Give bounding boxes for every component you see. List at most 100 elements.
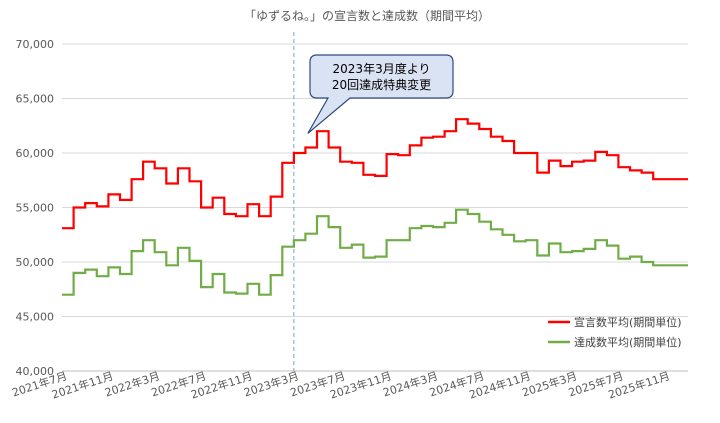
data-point-achievements	[159, 251, 162, 253]
data-point-achievements	[368, 256, 371, 259]
data-point-achievements	[287, 245, 289, 248]
data-point-declarations	[635, 169, 637, 172]
data-point-achievements	[171, 264, 173, 267]
data-point-declarations	[345, 160, 347, 163]
data-point-declarations	[565, 165, 568, 167]
legend-label-achievements: 達成数平均(期間単位)	[574, 335, 682, 349]
data-point-achievements	[194, 260, 197, 262]
data-point-declarations	[298, 152, 301, 154]
data-point-achievements	[333, 226, 336, 228]
data-point-declarations	[368, 174, 371, 176]
data-point-declarations	[136, 178, 139, 180]
data-point-achievements	[90, 268, 92, 271]
chart-title: 「ゆずるね。」の宣言数と達成数（期間平均）	[244, 8, 490, 23]
data-point-achievements	[484, 220, 486, 223]
data-point-achievements	[635, 255, 637, 258]
data-point-declarations	[681, 178, 684, 180]
data-point-achievements	[322, 215, 324, 218]
data-point-achievements	[356, 243, 359, 246]
data-point-declarations	[646, 171, 649, 174]
data-point-declarations	[66, 227, 69, 230]
y-tick-label: 65,000	[16, 93, 55, 106]
data-point-achievements	[124, 273, 127, 275]
data-point-declarations	[577, 160, 579, 163]
data-point-declarations	[333, 146, 336, 149]
annotation-text-line-1: 2023年3月度より	[333, 61, 431, 76]
series-line-declarations	[62, 118, 688, 230]
data-point-achievements	[78, 272, 81, 274]
y-axis-ticks: 40,000 45,000 50,000 55,000 60,000 65,000 70,0…	[16, 38, 55, 378]
data-point-declarations	[553, 159, 556, 162]
data-point-achievements	[646, 261, 649, 263]
data-point-achievements	[310, 232, 313, 235]
data-point-achievements	[519, 240, 521, 243]
data-point-declarations	[507, 140, 510, 142]
data-point-declarations	[623, 166, 626, 168]
annotation-callout	[307, 54, 454, 134]
data-point-achievements	[298, 239, 301, 241]
data-point-declarations	[113, 193, 115, 196]
data-point-declarations	[391, 153, 394, 155]
data-point-declarations	[287, 162, 289, 164]
data-point-achievements	[588, 248, 591, 250]
data-point-declarations	[379, 175, 382, 177]
data-point-declarations	[356, 162, 359, 164]
data-point-declarations	[182, 167, 185, 170]
data-point-achievements	[437, 226, 440, 228]
data-point-declarations	[194, 180, 197, 183]
data-point-declarations	[217, 196, 220, 199]
data-point-declarations	[322, 130, 324, 132]
data-point-achievements	[623, 257, 626, 260]
x-axis-ticks: 2021年7月2021年11月2022年3月2022年7月2022年11月202…	[10, 369, 671, 402]
data-point-achievements	[553, 242, 556, 245]
data-point-declarations	[240, 215, 243, 218]
y-tick-label: 40,000	[16, 365, 55, 378]
data-point-declarations	[414, 144, 417, 147]
data-point-achievements	[577, 250, 579, 252]
data-point-declarations	[472, 122, 475, 125]
data-point-achievements	[565, 251, 568, 253]
data-point-declarations	[101, 205, 104, 208]
data-point-declarations	[252, 203, 255, 206]
data-point-achievements	[669, 264, 672, 267]
data-point-achievements	[217, 273, 220, 275]
data-point-declarations	[519, 152, 521, 154]
data-point-achievements	[345, 247, 347, 249]
data-point-declarations	[495, 135, 498, 138]
data-point-declarations	[148, 160, 150, 163]
data-point-achievements	[275, 274, 278, 276]
data-point-achievements	[101, 275, 104, 277]
data-point-declarations	[275, 195, 278, 198]
data-point-declarations	[78, 206, 81, 209]
y-tick-label: 60,000	[16, 147, 55, 160]
data-point-achievements	[240, 292, 243, 295]
series-line-achievements	[62, 208, 688, 296]
y-tick-label: 50,000	[16, 256, 55, 269]
data-point-declarations	[206, 206, 208, 209]
y-tick-label: 55,000	[16, 202, 55, 215]
data-point-achievements	[681, 264, 684, 267]
data-point-achievements	[113, 266, 115, 269]
data-point-declarations	[159, 167, 162, 170]
data-point-achievements	[148, 239, 150, 241]
series-points	[66, 118, 684, 296]
data-point-achievements	[600, 239, 602, 241]
data-point-achievements	[136, 250, 139, 252]
data-point-declarations	[264, 215, 266, 218]
legend: 宣言数平均(期間単位) 達成数平均(期間単位)	[548, 315, 682, 349]
legend-label-declarations: 宣言数平均(期間単位)	[574, 315, 682, 329]
data-point-declarations	[588, 159, 591, 162]
data-point-achievements	[542, 254, 544, 257]
data-point-achievements	[472, 213, 475, 215]
data-point-achievements	[461, 208, 463, 211]
data-point-declarations	[484, 128, 486, 130]
data-point-achievements	[66, 293, 69, 296]
data-point-achievements	[495, 228, 498, 231]
data-point-declarations	[437, 135, 440, 138]
data-point-declarations	[90, 202, 92, 204]
data-point-achievements	[229, 291, 231, 294]
data-point-achievements	[379, 255, 382, 258]
data-point-declarations	[530, 152, 533, 154]
data-point-achievements	[449, 221, 452, 224]
